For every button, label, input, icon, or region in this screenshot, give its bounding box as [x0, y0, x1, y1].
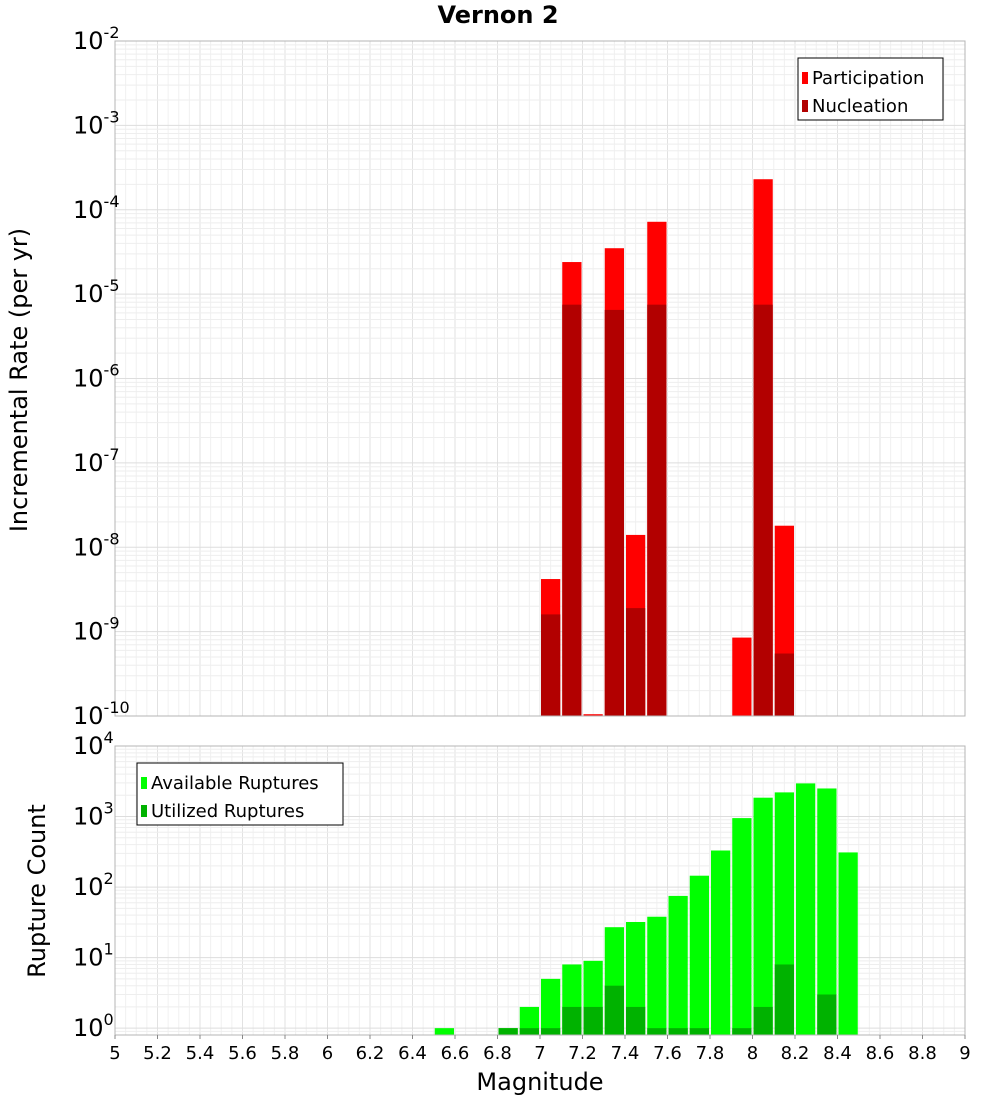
nucleation-bar — [562, 304, 582, 716]
utilized-ruptures-bar — [647, 1028, 667, 1035]
available-ruptures-bar — [689, 875, 709, 1035]
nucleation-bar — [541, 614, 561, 716]
utilized-ruptures-bar — [753, 1006, 773, 1035]
bottom-y-axis-label: Rupture Count — [23, 804, 51, 978]
top-y-tick-label: 10-9 — [73, 614, 120, 646]
top-y-tick-label: 10-6 — [73, 361, 120, 393]
top-y-tick-label: 10-2 — [73, 23, 120, 55]
bottom-y-tick-label: 102 — [73, 869, 114, 901]
x-tick-label: 7.8 — [696, 1043, 725, 1064]
rate-plot: 10-10 10-9 10-8 10-7 10-6 10-5 10-4 10-3 10-2 Par… — [73, 23, 966, 730]
x-tick-label: 8.2 — [781, 1043, 810, 1064]
x-tick-label: 6.2 — [356, 1043, 385, 1064]
participation-bar — [583, 714, 603, 716]
top-y-tick-label: 10-4 — [73, 192, 120, 224]
x-tick-label: 5.4 — [186, 1043, 215, 1064]
available-ruptures-bar — [668, 895, 688, 1035]
top-y-tick-label: 10-7 — [73, 445, 120, 477]
available-ruptures-bar — [519, 1006, 539, 1035]
x-tick-label: 8.8 — [908, 1043, 937, 1064]
utilized-ruptures-bar — [583, 1006, 603, 1035]
x-tick-label: 5.8 — [271, 1043, 300, 1064]
x-tick-label: 8 — [747, 1043, 758, 1064]
top-legend: Participation Nucleation — [797, 57, 944, 121]
participation-bar — [732, 637, 752, 716]
bottom-legend-box — [136, 762, 344, 826]
x-tick-label: 6.8 — [483, 1043, 512, 1064]
x-tick-label: 6.6 — [441, 1043, 470, 1064]
top-y-tick-label: 10-3 — [73, 107, 120, 139]
top-plot-border — [114, 40, 966, 717]
x-tick-label: 7.6 — [653, 1043, 682, 1064]
x-tick-label: 8.4 — [823, 1043, 852, 1064]
x-tick-label: 7.2 — [568, 1043, 597, 1064]
top-series-2 — [541, 304, 794, 716]
x-tick-label: 5 — [109, 1043, 120, 1064]
nucleation-bar — [753, 304, 773, 716]
available-ruptures-bar — [626, 921, 646, 1035]
x-tick-label: 5.6 — [228, 1043, 257, 1064]
top-y-tick-label: 10-10 — [73, 698, 130, 730]
available-ruptures-bar — [732, 818, 752, 1035]
available-ruptures-bar — [434, 1028, 454, 1035]
available-ruptures-legend-swatch — [141, 777, 147, 789]
available-ruptures-bar — [796, 783, 816, 1035]
utilized-ruptures-legend-swatch — [141, 805, 147, 817]
nucleation-bar — [604, 309, 624, 716]
participation-legend-swatch — [802, 72, 808, 84]
top-y-axis-label: Incremental Rate (per yr) — [5, 228, 33, 532]
available-ruptures-legend-label: Available Ruptures — [151, 773, 319, 794]
bottom-legend: Available Ruptures Utilized Ruptures — [136, 762, 344, 826]
participation-legend-label: Participation — [812, 68, 924, 89]
utilized-ruptures-bar — [689, 1028, 709, 1035]
nucleation-legend-label: Nucleation — [812, 96, 908, 117]
utilized-ruptures-bar — [498, 1028, 518, 1035]
utilized-ruptures-legend-label: Utilized Ruptures — [151, 801, 304, 822]
x-tick-label: 6 — [322, 1043, 333, 1064]
x-tick-label: 7 — [534, 1043, 545, 1064]
top-y-tick-label: 10-5 — [73, 276, 120, 308]
x-tick-label: 9 — [959, 1043, 970, 1064]
utilized-ruptures-bar — [774, 964, 794, 1035]
rupture-count-plot: 100 101 102 103 104 5 5.2 5.4 5.6 5.8 6 6.2 6.4 6.6 6.… — [73, 728, 971, 1064]
nucleation-bar — [774, 653, 794, 716]
nucleation-bar — [626, 608, 646, 716]
nucleation-legend-swatch — [802, 100, 808, 112]
top-grid — [114, 40, 966, 717]
utilized-ruptures-bar — [562, 1006, 582, 1035]
utilized-ruptures-bar — [519, 1028, 539, 1035]
top-bars — [541, 179, 794, 717]
utilized-ruptures-bar — [668, 1028, 688, 1035]
available-ruptures-bar — [541, 978, 561, 1035]
bottom-y-tick-label: 101 — [73, 940, 114, 972]
top-y-tick-label: 10-8 — [73, 529, 120, 561]
bottom-y-tick-label: 100 — [73, 1010, 114, 1042]
bottom-y-tick-label: 103 — [73, 799, 114, 831]
x-tick-label: 6.4 — [398, 1043, 427, 1064]
x-tick-label: 7.4 — [611, 1043, 640, 1064]
chart-title: Vernon 2 — [437, 1, 558, 29]
x-tick-label: 5.2 — [143, 1043, 172, 1064]
utilized-ruptures-bar — [817, 994, 837, 1035]
top-legend-box — [797, 57, 944, 121]
bottom-bars — [434, 783, 858, 1035]
available-ruptures-bar — [817, 788, 837, 1035]
bottom-series-2 — [498, 964, 837, 1035]
available-ruptures-bar — [711, 850, 731, 1035]
utilized-ruptures-bar — [604, 985, 624, 1035]
utilized-ruptures-bar — [541, 1028, 561, 1035]
available-ruptures-bar — [838, 852, 858, 1035]
x-axis-label: Magnitude — [476, 1068, 603, 1096]
bottom-y-tick-label: 104 — [73, 728, 114, 760]
available-ruptures-bar — [753, 797, 773, 1035]
nucleation-bar — [647, 304, 667, 716]
x-tick-label: 8.6 — [866, 1043, 895, 1064]
utilized-ruptures-bar — [732, 1028, 752, 1035]
available-ruptures-bar — [647, 916, 667, 1035]
utilized-ruptures-bar — [626, 1006, 646, 1035]
